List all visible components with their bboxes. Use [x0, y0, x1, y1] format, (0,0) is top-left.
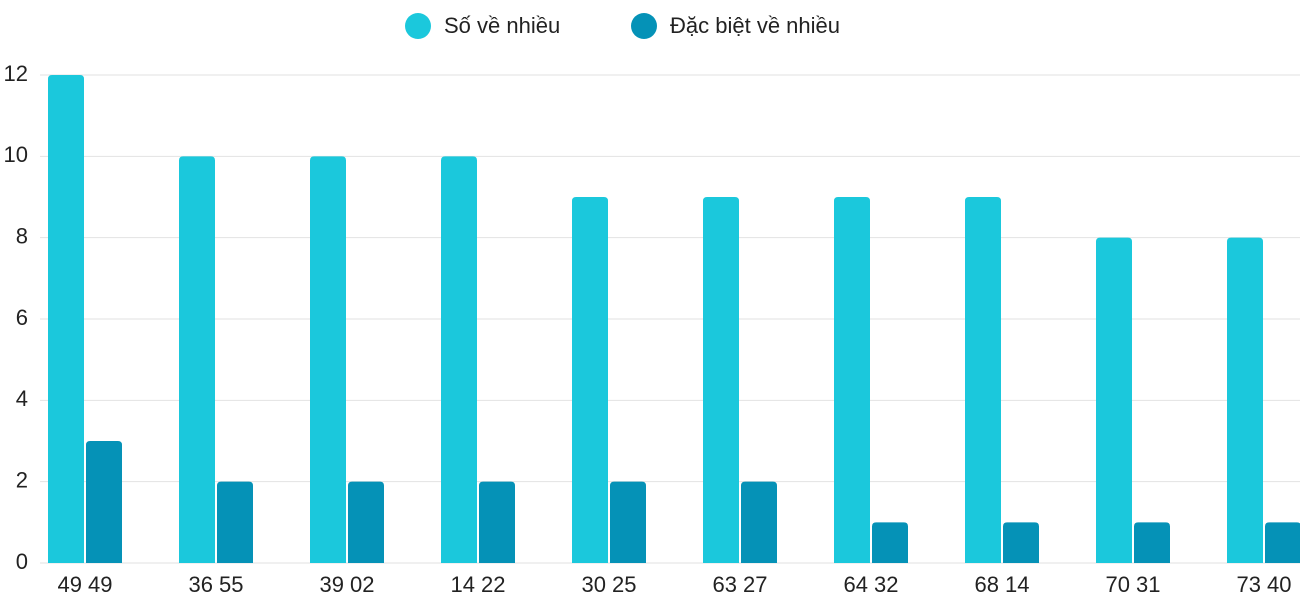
- bar: [217, 481, 253, 563]
- legend-swatch: [405, 13, 431, 39]
- bar: [479, 481, 515, 563]
- bar: [741, 481, 777, 563]
- bar: [834, 197, 870, 563]
- x-tick-label: 49 49: [57, 572, 112, 597]
- y-tick-label: 4: [16, 386, 28, 411]
- y-tick-label: 10: [4, 142, 28, 167]
- y-tick-label: 2: [16, 467, 28, 492]
- bar: [1096, 237, 1132, 563]
- bar: [441, 156, 477, 564]
- x-tick-label: 14 22: [450, 572, 505, 597]
- bar: [1227, 237, 1263, 563]
- y-tick-label: 8: [16, 223, 28, 248]
- y-tick-label: 6: [16, 305, 28, 330]
- x-tick-label: 73 40: [1236, 572, 1291, 597]
- y-tick-label: 12: [4, 61, 28, 86]
- x-tick-label: 63 27: [712, 572, 767, 597]
- x-tick-label: 64 32: [843, 572, 898, 597]
- bar: [610, 481, 646, 563]
- bar: [572, 197, 608, 563]
- legend-swatch: [631, 13, 657, 39]
- bar: [965, 197, 1001, 563]
- x-tick-label: 39 02: [319, 572, 374, 597]
- bar: [179, 156, 215, 564]
- bar: [48, 75, 84, 563]
- x-tick-label: 36 55: [188, 572, 243, 597]
- bar: [86, 441, 122, 563]
- bar: [1134, 522, 1170, 563]
- x-tick-label: 68 14: [974, 572, 1029, 597]
- bar: [703, 197, 739, 563]
- bar: [1265, 522, 1300, 563]
- y-tick-label: 0: [16, 549, 28, 574]
- bar: [310, 156, 346, 564]
- legend-label: Số về nhiều: [444, 13, 560, 38]
- x-tick-label: 70 31: [1105, 572, 1160, 597]
- x-tick-label: 30 25: [581, 572, 636, 597]
- bar: [348, 481, 384, 563]
- legend-label: Đặc biệt về nhiều: [670, 13, 840, 38]
- bar: [872, 522, 908, 563]
- bar: [1003, 522, 1039, 563]
